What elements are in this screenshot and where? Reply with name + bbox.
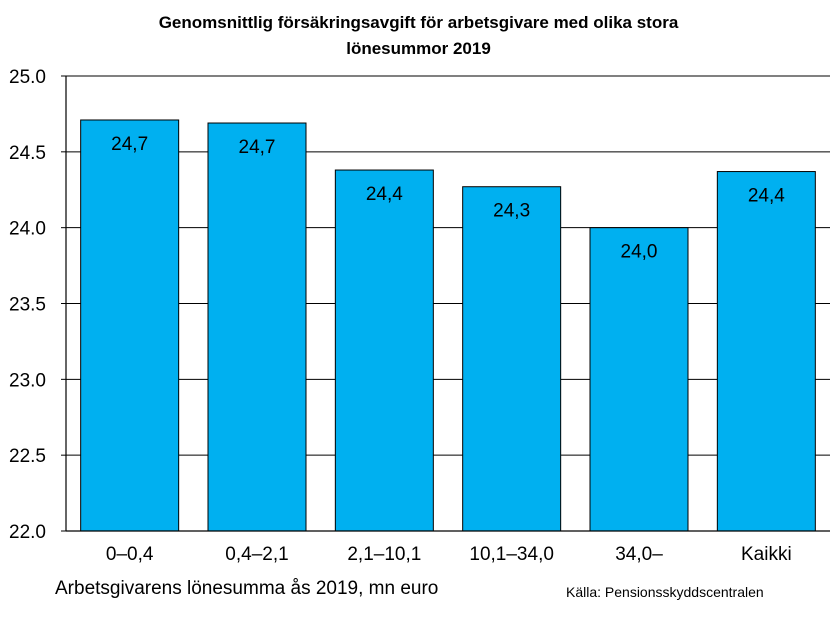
data-label: 24,7 [111, 134, 148, 155]
source-note: Källa: Pensionsskyddscentralen [566, 584, 764, 600]
x-axis-label: Arbetsgivarens lönesumma ås 2019, mn eur… [55, 578, 439, 599]
y-tick-label: 24.5 [9, 143, 46, 164]
bar [334, 169, 434, 532]
chart-title: Genomsnittlig försäkringsavgift för arbe… [0, 10, 837, 62]
x-tick-label: 2,1–10,1 [347, 544, 421, 565]
bar [716, 171, 816, 532]
x-tick-label: Kaikki [741, 544, 792, 565]
chart-title-line-2: lönesummor 2019 [346, 39, 491, 58]
bar [207, 122, 307, 532]
data-label: 24,0 [621, 242, 658, 263]
data-label: 24,7 [239, 137, 276, 158]
x-tick-label: 10,1–34,0 [469, 544, 554, 565]
y-tick-label: 23.5 [9, 295, 46, 316]
bar [589, 227, 689, 532]
data-label: 24,3 [493, 201, 530, 222]
y-tick-label: 24.0 [9, 219, 46, 240]
data-label: 24,4 [748, 186, 785, 207]
data-label: 24,4 [366, 184, 403, 205]
x-tick-label: 34,0– [615, 544, 663, 565]
x-tick-label: 0,4–2,1 [225, 544, 288, 565]
y-tick-label: 22.5 [9, 446, 46, 467]
y-tick-label: 23.0 [9, 370, 46, 391]
y-tick-label: 25.0 [9, 67, 46, 88]
chart-title-line-1: Genomsnittlig försäkringsavgift för arbe… [158, 13, 679, 32]
bar [462, 186, 562, 532]
y-tick-label: 22.0 [9, 522, 46, 543]
x-tick-label: 0–0,4 [106, 544, 154, 565]
bar [80, 119, 180, 532]
